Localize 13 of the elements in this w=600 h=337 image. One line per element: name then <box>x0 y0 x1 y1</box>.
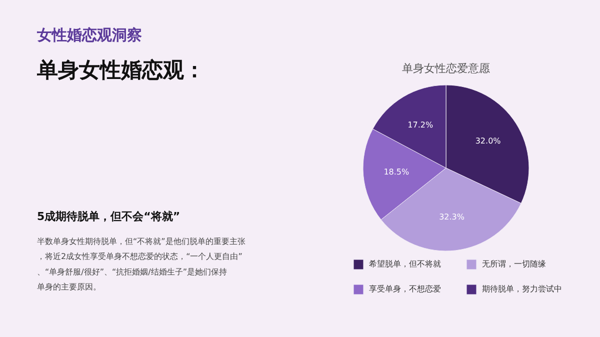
text: 半数单身女性期待脱单，但“不将就”是他们脱单的重要主张，将近2成女性享受单身不想恋爱的状态，“一个人更自由”、“单身舒服/很好”、“抗拒婚姻/结婚生子”是她们保持单身的主要原因。 <box>37 237 246 292</box>
legend-label: 无所谓，一切随缘 <box>482 260 546 269</box>
legend-label: 期待脱单，努力尝试中 <box>482 284 562 294</box>
legend-label: 希望脱单，但不将就 <box>369 260 441 269</box>
text: 5成期待脱单，但不会“将就” <box>37 210 180 223</box>
data-label: 32.3% <box>439 212 465 222</box>
data-label: 18.5% <box>384 168 410 177</box>
text: 单身女性婚恋观： <box>36 58 205 82</box>
data-label: 17.2% <box>408 120 434 130</box>
data-label: 32.0% <box>475 136 502 146</box>
text: 女性婚恋观洞察 <box>36 26 142 44</box>
chart-title: 单身女性恋爱意愿 <box>402 62 490 75</box>
legend-label: 享受单身，不想恋爱 <box>369 284 441 294</box>
